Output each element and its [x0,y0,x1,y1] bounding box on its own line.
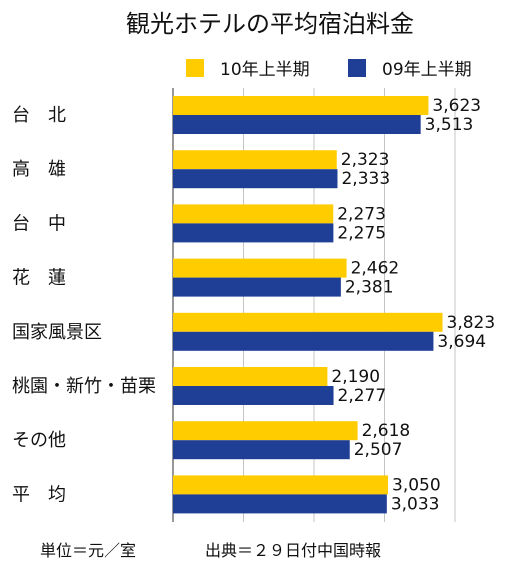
data-label: 3,513 [425,115,474,135]
category-label: 台 北 [12,105,66,126]
chart-title: 観光ホテルの平均宿泊料金 [126,10,414,38]
bar-10h1 [173,204,334,224]
source-note: 出典＝２９日付中国時報 [205,541,381,560]
data-label: 2,618 [362,421,411,441]
category-label: 花 蓮 [12,268,66,289]
data-label: 3,694 [437,332,486,352]
data-label: 2,333 [341,169,390,189]
category-label: 桃園・新竹・苗栗 [12,376,156,397]
bar-09h1 [173,331,434,351]
legend-label-0: 10年上半期 [220,60,310,80]
legend-swatch-0 [186,59,204,77]
bar-09h1 [173,223,334,243]
bar-10h1 [173,96,429,115]
bar-09h1 [173,386,334,405]
data-label: 2,323 [341,150,390,170]
bar-09h1 [173,277,341,297]
bar-10h1 [173,475,389,495]
data-label: 3,050 [392,475,441,495]
legend-label-1: 09年上半期 [382,60,472,80]
unit-note: 単位＝元／室 [40,541,136,560]
data-label: 2,277 [338,386,387,406]
category-label: その他 [12,430,66,451]
category-label: 高 雄 [12,159,66,180]
bar-10h1 [173,150,337,170]
bar-10h1 [173,258,347,278]
legend-swatch-1 [348,59,366,77]
bar-09h1 [173,494,387,514]
data-label: 2,462 [351,259,400,279]
category-label: 台 中 [12,213,66,234]
data-label: 2,273 [337,204,386,224]
data-label: 3,823 [447,313,496,333]
data-label: 3,033 [391,494,440,514]
bar-10h1 [173,421,358,441]
bar-09h1 [173,115,421,134]
data-label: 2,507 [354,440,403,460]
bar-10h1 [173,367,328,386]
category-label: 国家風景区 [12,322,102,343]
bar-09h1 [173,440,350,460]
data-label: 2,190 [331,367,380,387]
category-label: 平 均 [12,484,66,505]
legend: 10年上半期 09年上半期 [186,59,472,80]
bar-09h1 [173,169,338,189]
bar-10h1 [173,312,443,332]
data-label: 2,275 [337,223,386,243]
bars [173,96,443,514]
data-label: 2,381 [345,278,394,298]
data-label: 3,623 [432,96,481,116]
